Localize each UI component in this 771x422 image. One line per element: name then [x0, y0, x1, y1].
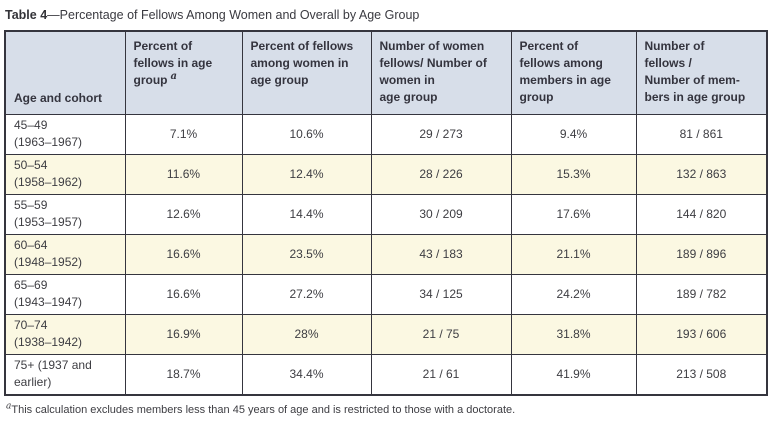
cell-women-ratio: 43 / 183: [370, 233, 512, 275]
cell-pct-fellows: 11.6%: [124, 153, 243, 195]
table-title-number: Table 4: [5, 8, 48, 22]
cell-pct-fellows-members: 21.1%: [510, 233, 637, 275]
cell-pct-fellows: 18.7%: [124, 353, 243, 396]
cell-members-ratio: 193 / 606: [635, 313, 768, 355]
column-header-pct-fellows-label: Percent of fellows in age group: [133, 39, 213, 88]
cell-pct-fellows: 7.1%: [124, 113, 243, 155]
cell-age: 70–74 (1938–1942): [4, 313, 126, 355]
column-header-women-ratio: Number of women fellows/ Number of women…: [370, 30, 512, 115]
footnote-marker-sup: a: [170, 71, 177, 83]
column-header-pct-fellows-women: Percent of fellows among women in age gr…: [241, 30, 372, 115]
table-row: 70–74 (1938–1942) 16.9% 28% 21 / 75 31.8…: [4, 313, 768, 355]
cell-members-ratio: 132 / 863: [635, 153, 768, 195]
table-row: 55–59 (1953–1957) 12.6% 14.4% 30 / 209 1…: [4, 193, 768, 235]
cell-pct-fellows-members: 31.8%: [510, 313, 637, 355]
table-header-row: Age and cohort Percent of fellows in age…: [4, 30, 768, 115]
cell-pct-fellows-women: 34.4%: [241, 353, 372, 396]
cell-age: 60–64 (1948–1952): [4, 233, 126, 275]
cell-women-ratio: 21 / 75: [370, 313, 512, 355]
cell-women-ratio: 28 / 226: [370, 153, 512, 195]
cell-age: 55–59 (1953–1957): [4, 193, 126, 235]
table-title-text: —Percentage of Fellows Among Women and O…: [47, 8, 420, 22]
table-row: 60–64 (1948–1952) 16.6% 23.5% 43 / 183 2…: [4, 233, 768, 275]
cell-pct-fellows-women: 12.4%: [241, 153, 372, 195]
table-row: 75+ (1937 and earlier) 18.7% 34.4% 21 / …: [4, 353, 768, 396]
cell-pct-fellows-women: 10.6%: [241, 113, 372, 155]
cell-pct-fellows-members: 24.2%: [510, 273, 637, 315]
cell-members-ratio: 189 / 782: [635, 273, 768, 315]
cell-age: 45–49 (1963–1967): [4, 113, 126, 155]
table-row: 50–54 (1958–1962) 11.6% 12.4% 28 / 226 1…: [4, 153, 768, 195]
cell-pct-fellows-members: 9.4%: [510, 113, 637, 155]
column-header-age-cohort: Age and cohort: [4, 30, 126, 115]
cell-women-ratio: 34 / 125: [370, 273, 512, 315]
table-footnote: aThis calculation excludes members less …: [6, 400, 767, 417]
cell-members-ratio: 189 / 896: [635, 233, 768, 275]
fellows-by-age-table: Age and cohort Percent of fellows in age…: [4, 30, 768, 396]
cell-pct-fellows-women: 23.5%: [241, 233, 372, 275]
cell-women-ratio: 29 / 273: [370, 113, 512, 155]
cell-members-ratio: 81 / 861: [635, 113, 768, 155]
cell-pct-fellows-members: 17.6%: [510, 193, 637, 235]
cell-members-ratio: 144 / 820: [635, 193, 768, 235]
footnote-marker: a: [6, 400, 12, 411]
cell-pct-fellows-women: 14.4%: [241, 193, 372, 235]
cell-members-ratio: 213 / 508: [635, 353, 768, 396]
cell-pct-fellows: 16.9%: [124, 313, 243, 355]
cell-pct-fellows: 16.6%: [124, 273, 243, 315]
footnote-text: This calculation excludes members less t…: [11, 403, 516, 416]
cell-pct-fellows: 16.6%: [124, 233, 243, 275]
table-row: 45–49 (1963–1967) 7.1% 10.6% 29 / 273 9.…: [4, 113, 768, 155]
column-header-pct-fellows-members: Percent of fellows among members in age …: [510, 30, 637, 115]
cell-pct-fellows-women: 28%: [241, 313, 372, 355]
column-header-members-ratio: Number of fellows / Number of mem- bers …: [635, 30, 768, 115]
cell-age: 75+ (1937 and earlier): [4, 353, 126, 396]
cell-pct-fellows-women: 27.2%: [241, 273, 372, 315]
cell-age: 50–54 (1958–1962): [4, 153, 126, 195]
cell-pct-fellows: 12.6%: [124, 193, 243, 235]
cell-women-ratio: 30 / 209: [370, 193, 512, 235]
cell-women-ratio: 21 / 61: [370, 353, 512, 396]
table-row: 65–69 (1943–1947) 16.6% 27.2% 34 / 125 2…: [4, 273, 768, 315]
cell-age: 65–69 (1943–1947): [4, 273, 126, 315]
column-header-pct-fellows: Percent of fellows in age group a: [124, 30, 243, 115]
table-title: Table 4—Percentage of Fellows Among Wome…: [5, 7, 767, 23]
cell-pct-fellows-members: 41.9%: [510, 353, 637, 396]
cell-pct-fellows-members: 15.3%: [510, 153, 637, 195]
